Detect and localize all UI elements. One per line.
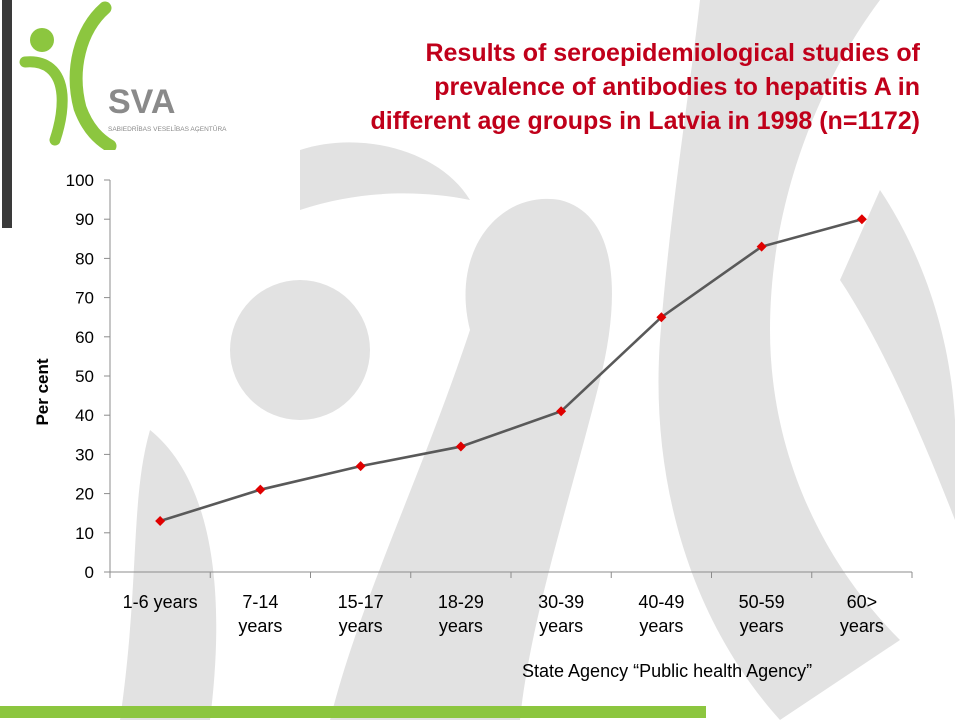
x-tick-label-line: 1-6 years: [123, 592, 198, 612]
watermark-stroke-4: [120, 430, 217, 720]
y-tick-label: 20: [75, 485, 94, 504]
y-tick-label: 0: [85, 563, 94, 582]
bottom-green-bar: [0, 706, 706, 718]
title-line-1: Results of seroepidemiological studies o…: [425, 39, 920, 67]
logo-subtext: SABIEDRĪBAS VESELĪBAS AĢENTŪRA: [108, 125, 227, 133]
title-line-3: different age groups in Latvia in 1998 (…: [370, 107, 920, 135]
logo-text: SVA: [108, 83, 175, 121]
series-layer: [155, 214, 867, 527]
x-tick-label-line: 18-29: [438, 592, 484, 612]
x-tick-label: 1-6 years: [123, 592, 198, 612]
logo-green-dot: [30, 28, 54, 52]
y-tick-label: 70: [75, 289, 94, 308]
data-point-marker: [856, 214, 867, 225]
y-tick-label: 80: [75, 249, 94, 268]
data-point-marker: [255, 484, 266, 495]
x-tick-label: 60> years: [840, 592, 884, 636]
y-tick-label: 60: [75, 328, 94, 347]
title-line-2: prevalence of antibodies to hepatitis A …: [434, 73, 920, 101]
data-point-marker: [455, 441, 466, 452]
x-tick-label-line: 50-59: [739, 592, 785, 612]
x-tick-label: 40-49 years: [638, 592, 684, 636]
data-point-marker: [155, 516, 166, 527]
x-tick-label-line: years: [639, 616, 683, 636]
x-tick-label: 7-14 years: [238, 592, 282, 636]
x-tick-label: 30-39 years: [538, 592, 584, 636]
watermark-stroke-3: [840, 190, 955, 520]
y-tick-label: 50: [75, 367, 94, 386]
x-tick-label-line: 40-49: [638, 592, 684, 612]
y-tick-label: 30: [75, 445, 94, 464]
watermark-stroke-5: [300, 142, 470, 210]
y-tick-label: 40: [75, 406, 94, 425]
y-tick-label: 10: [75, 524, 94, 543]
watermark-dot-1: [230, 280, 370, 420]
x-tick-label: 18-29 years: [438, 592, 484, 636]
source-note: State Agency “Public health Agency”: [522, 661, 813, 681]
x-tick-label-line: 15-17: [338, 592, 384, 612]
x-tick-label-line: years: [339, 616, 383, 636]
y-axis: 0 10 20 30 40 50 60 70 80 90 100: [66, 171, 111, 582]
logo-green-stem: [19, 56, 68, 146]
x-tick-label-line: years: [238, 616, 282, 636]
data-point-marker: [355, 461, 366, 472]
x-tick-label-line: years: [840, 616, 884, 636]
logo-green-arc: [69, 1, 117, 150]
left-accent-bar: [2, 0, 12, 228]
data-point-marker: [656, 312, 667, 323]
y-tick-label: 100: [66, 171, 94, 190]
x-tick-label: 50-59 years: [739, 592, 785, 636]
x-tick-label-line: years: [439, 616, 483, 636]
watermark-stroke-1: [330, 198, 612, 720]
data-point-marker: [556, 406, 567, 417]
x-tick-label-line: 7-14: [242, 592, 278, 612]
slide-title: Results of seroepidemiological studies o…: [220, 36, 920, 138]
y-axis-label: Per cent: [33, 358, 52, 425]
watermark-stroke-2: [658, 0, 900, 720]
x-tick-label-line: 30-39: [538, 592, 584, 612]
sva-logo: SVA SABIEDRĪBAS VESELĪBAS AĢENTŪRA: [19, 1, 227, 150]
x-tick-label-line: years: [740, 616, 784, 636]
data-point-marker: [756, 241, 767, 252]
x-tick-label-line: years: [539, 616, 583, 636]
y-tick-label: 90: [75, 210, 94, 229]
series-line: [159, 217, 863, 523]
x-tick-label-line: 60>: [847, 592, 878, 612]
x-tick-label: 15-17 years: [338, 592, 384, 636]
